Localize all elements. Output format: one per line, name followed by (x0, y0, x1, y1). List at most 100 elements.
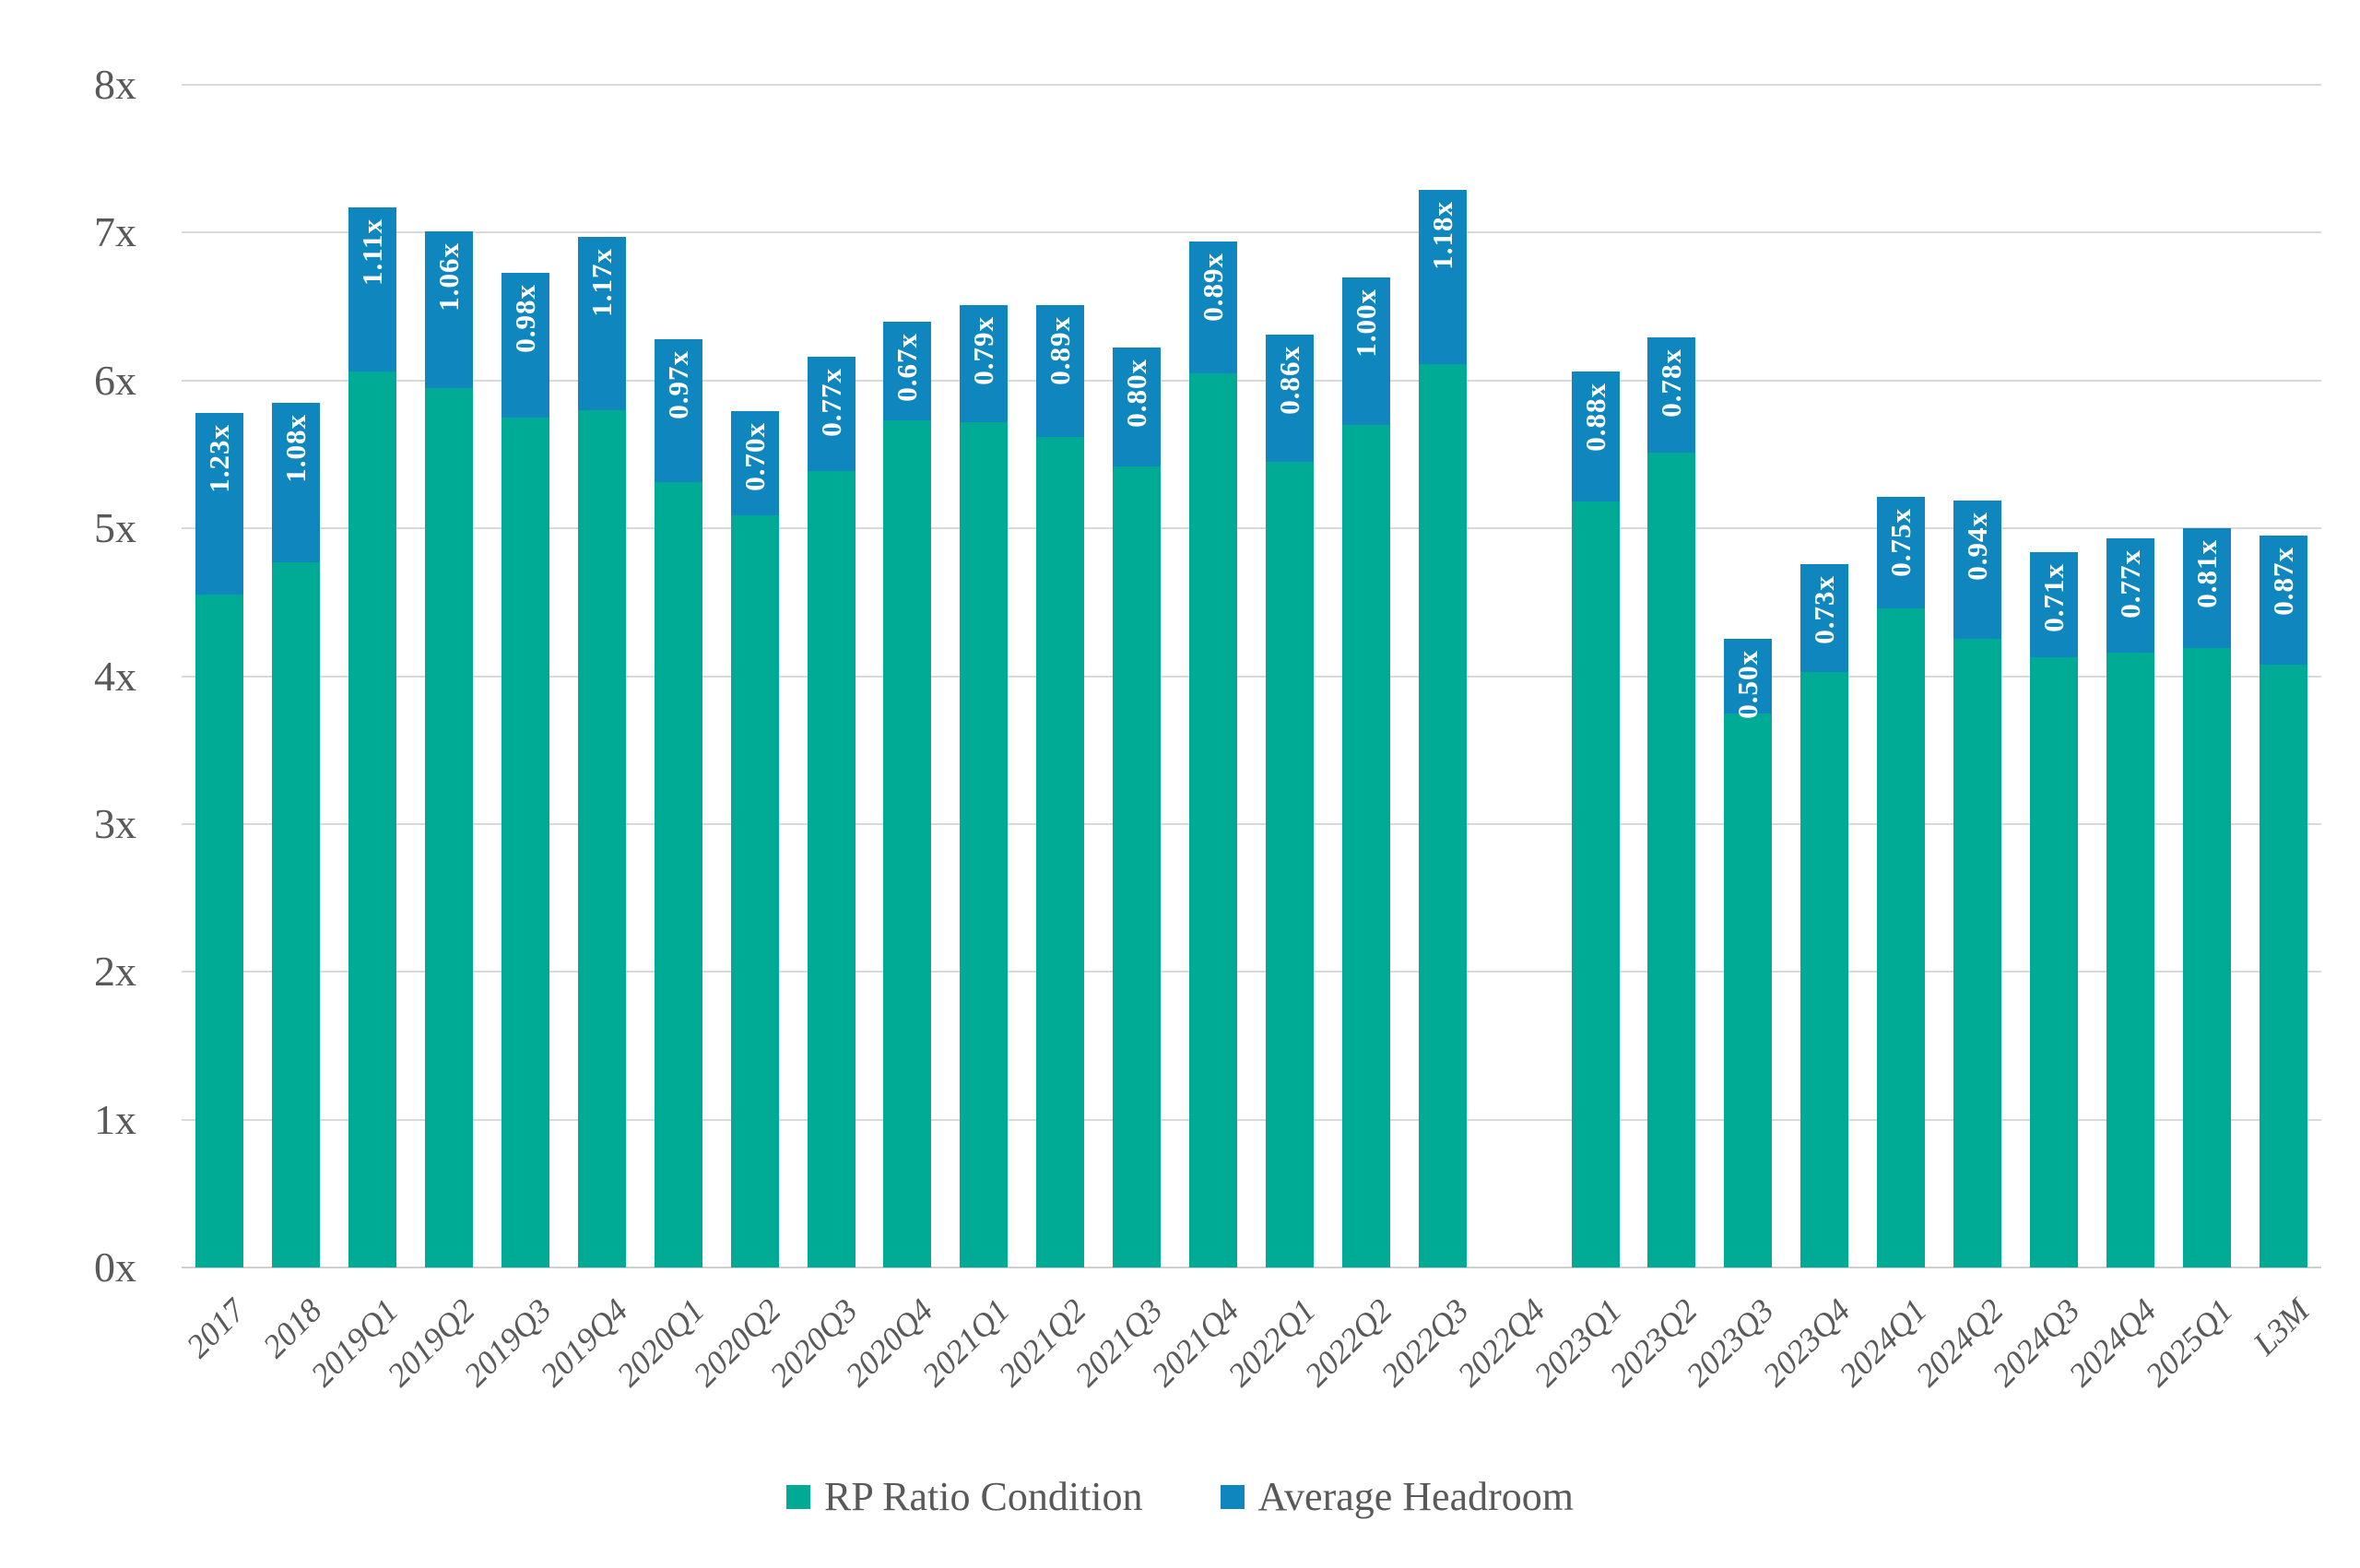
headroom-data-label: 0.87x (2266, 547, 2299, 616)
headroom-data-label: 1.11x (356, 218, 389, 287)
average-headroom-segment (2259, 536, 2307, 665)
bar-2022Q3: 1.18x (1418, 189, 1467, 1267)
headroom-data-label: 1.23x (203, 424, 236, 493)
rp-ratio-condition-segment (1647, 453, 1696, 1267)
gridline-6x (182, 379, 2321, 382)
headroom-data-label: 0.94x (1960, 511, 1993, 581)
bar-2023Q4: 0.73x (1800, 563, 1849, 1267)
average-headroom-segment (2106, 538, 2154, 653)
headroom-data-label: 0.50x (1731, 650, 1764, 720)
gridline-2x (182, 971, 2321, 973)
average-headroom-segment (2182, 528, 2231, 649)
rp-ratio-condition-segment (348, 371, 397, 1267)
headroom-data-label: 0.88x (1578, 383, 1611, 452)
average-headroom-segment (1800, 563, 1849, 672)
bar-2020Q3: 0.77x (807, 357, 856, 1267)
average-headroom-segment (2029, 551, 2078, 657)
bar-2022Q2: 1.00x (1341, 277, 1390, 1267)
average-headroom-segment (502, 272, 550, 418)
y-tick-label-5x: 5x (94, 504, 136, 552)
rp-ratio-condition-segment (2182, 648, 2231, 1267)
average-headroom-segment (577, 237, 626, 410)
legend-item-average-headroom: Average Headroom (1220, 1474, 1574, 1519)
headroom-data-label: 0.79x (967, 315, 1000, 385)
headroom-data-label: 0.98x (509, 283, 542, 353)
rp-ratio-condition-segment (960, 421, 1009, 1267)
bar-2021Q4: 0.89x (1189, 242, 1238, 1267)
y-tick-label-3x: 3x (94, 799, 136, 847)
rp-ratio-condition-segment (2106, 652, 2154, 1267)
legend-swatch-average-headroom (1220, 1485, 1245, 1509)
gridline-5x (182, 527, 2321, 530)
average-headroom-segment (1647, 337, 1696, 454)
headroom-data-label: 0.77x (2113, 549, 2146, 619)
headroom-data-label: 0.77x (814, 368, 847, 437)
rp-ratio-condition-segment (654, 482, 702, 1267)
bar-2024Q4: 0.77x (2106, 538, 2154, 1267)
headroom-data-label: 0.78x (1655, 348, 1688, 418)
headroom-data-label: 1.08x (279, 413, 313, 483)
headroom-data-label: 1.06x (432, 242, 466, 312)
y-tick-label-7x: 7x (94, 208, 136, 256)
gridline-4x (182, 675, 2321, 678)
bar-2020Q1: 0.97x (654, 338, 702, 1267)
rp-ratio-condition-segment (883, 420, 932, 1267)
rp-ratio-condition-segment (1265, 461, 1314, 1267)
bar-2019Q1: 1.11x (348, 207, 397, 1267)
bar-2023Q2: 0.78x (1647, 337, 1696, 1267)
bar-2021Q1: 0.79x (960, 304, 1009, 1267)
headroom-data-label: 0.75x (1884, 508, 1918, 578)
bar-2023Q3: 0.50x (1724, 639, 1773, 1267)
rp-ratio-condition-segment (272, 562, 321, 1267)
bar-2019Q3: 0.98x (502, 272, 550, 1267)
average-headroom-segment (195, 413, 244, 595)
average-headroom-segment (1341, 277, 1390, 425)
average-headroom-segment (348, 207, 397, 372)
rp-ratio-condition-segment (1724, 713, 1773, 1267)
average-headroom-segment (1953, 500, 2001, 640)
bar-2020Q4: 0.67x (883, 321, 932, 1267)
average-headroom-segment (730, 411, 779, 515)
headroom-data-label: 0.89x (1044, 315, 1077, 385)
bar-2022Q1: 0.86x (1265, 335, 1314, 1267)
rp-ratio-condition-segment (1953, 639, 2001, 1267)
bar-2025Q1: 0.81x (2182, 528, 2231, 1267)
rp-ratio-condition-segment (1341, 424, 1390, 1267)
average-headroom-segment (1571, 371, 1620, 502)
bar-2024Q3: 0.71x (2029, 551, 2078, 1267)
rp-ratio-condition-segment (502, 417, 550, 1267)
average-headroom-segment (1036, 304, 1085, 437)
legend-swatch-rp-ratio (785, 1485, 810, 1509)
legend-label-average-headroom: Average Headroom (1257, 1474, 1574, 1519)
bar-2018: 1.08x (272, 402, 321, 1267)
rp-ratio-condition-segment (1800, 671, 1849, 1267)
headroom-data-label: 0.67x (891, 332, 924, 402)
headroom-data-label: 0.73x (1808, 574, 1841, 644)
headroom-data-label: 0.70x (738, 422, 771, 492)
bar-2023Q1: 0.88x (1571, 371, 1620, 1267)
bar-2024Q1: 0.75x (1877, 497, 1926, 1267)
bar-2017: 1.23x (195, 413, 244, 1267)
average-headroom-segment (883, 321, 932, 421)
rp-ratio-condition-segment (1036, 436, 1085, 1267)
rp-ratio-condition-segment (425, 387, 474, 1267)
bar-2024Q2: 0.94x (1953, 500, 2001, 1267)
y-tick-label-0x: 0x (94, 1244, 136, 1291)
bar-L3M: 0.87x (2259, 536, 2307, 1267)
gridline-1x (182, 1118, 2321, 1121)
y-tick-label-2x: 2x (94, 948, 136, 996)
headroom-data-label: 1.18x (1425, 200, 1458, 270)
average-headroom-segment (1877, 497, 1926, 608)
gridline-3x (182, 822, 2321, 825)
gridline-8x (182, 84, 2321, 86)
rp-ratio-condition-segment (577, 409, 626, 1267)
average-headroom-segment (1189, 242, 1238, 373)
plot-area: 1.23x 1.08x 1.11x 1.06x 0.98x 1.17x 0.97x 0.70x… (182, 84, 2321, 1268)
legend-item-rp-ratio: RP Ratio Condition (785, 1477, 1143, 1517)
y-tick-label-8x: 8x (94, 61, 136, 108)
average-headroom-segment (272, 402, 321, 563)
gridline-7x (182, 231, 2321, 234)
y-tick-label-1x: 1x (94, 1095, 136, 1143)
average-headroom-segment (960, 304, 1009, 422)
